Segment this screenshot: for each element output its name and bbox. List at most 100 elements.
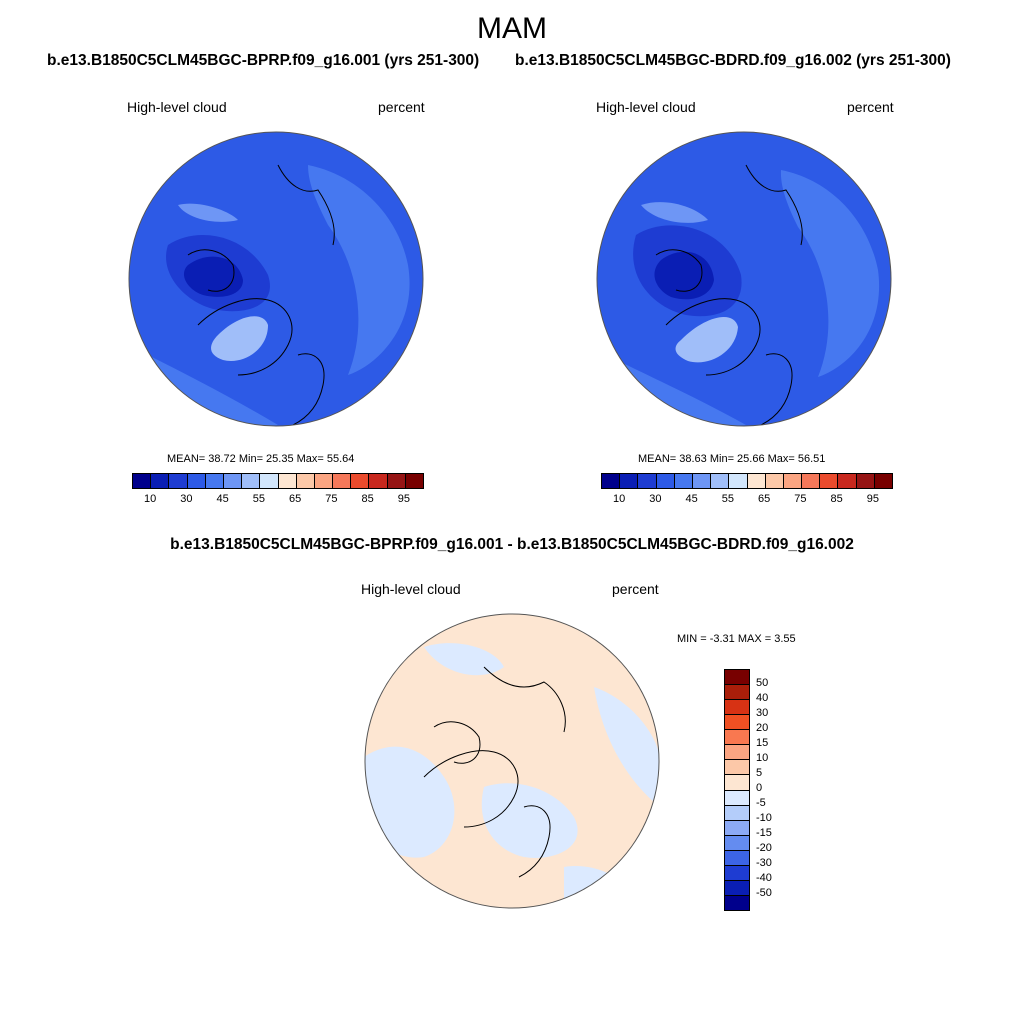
colorbar-swatch [278,474,297,488]
colorbar-swatch [351,474,370,488]
colorbar-tick-label: -30 [756,857,772,869]
colorbar-tick-label: 55 [252,493,265,505]
difference-negative-region-1 [365,746,455,858]
colorbar-swatch [314,474,334,488]
difference-colorbar [724,669,750,911]
colorbar-swatch [725,805,749,821]
panel2-variable-label: High-level cloud [596,99,696,115]
colorbar-swatch [729,474,748,488]
colorbar-tick-label: -40 [756,872,772,884]
colorbar-swatch [260,474,279,488]
panel2-pale-region-2 [641,202,708,223]
difference-polar-map [364,613,660,909]
panel1-variable-label: High-level cloud [127,99,227,115]
colorbar-swatch [223,474,243,488]
colorbar-swatch [725,865,749,881]
colorbar-swatch [765,474,784,488]
colorbar-swatch [187,474,206,488]
colorbar-swatch [725,790,749,806]
colorbar-swatch [725,850,749,866]
colorbar-tick-label: 65 [758,493,771,505]
panel1-polar-map [128,131,424,427]
colorbar-swatch [725,760,749,776]
panel2-light-region [780,170,880,377]
colorbar-tick-label: 40 [756,692,769,704]
difference-stats: MIN = -3.31 MAX = 3.55 [677,633,796,645]
colorbar-tick-label: 30 [649,493,662,505]
difference-variable-label: High-level cloud [361,581,461,597]
panel1-coastline [187,164,335,426]
colorbar-swatch [333,474,352,488]
colorbar-swatch [802,474,821,488]
colorbar-swatch [405,474,423,488]
colorbar-tick-label: 30 [180,493,193,505]
colorbar-swatch [725,730,749,746]
panel2-polar-map [596,131,892,427]
panel1-case-title: b.e13.B1850C5CLM45BGC-BPRP.f09_g16.001 (… [47,52,480,69]
panel2-colorbar [601,473,893,489]
colorbar-tick-label: 95 [397,493,410,505]
colorbar-tick-label: -20 [756,842,772,854]
panel2-units-label: percent [847,99,894,115]
colorbar-swatch [725,745,749,761]
colorbar-tick-label: 65 [289,493,302,505]
panel2-stats: MEAN= 38.63 Min= 25.66 Max= 56.51 [638,453,826,465]
colorbar-swatch [725,775,749,791]
colorbar-tick-label: 5 [756,767,763,779]
colorbar-swatch [205,474,224,488]
panel1-pale-region-2 [178,203,238,222]
colorbar-swatch [838,474,857,488]
panel1-colorbar [132,473,424,489]
colorbar-swatch [725,895,749,910]
colorbar-swatch [725,670,749,686]
colorbar-swatch [620,474,639,488]
colorbar-tick-label: 15 [756,737,769,749]
difference-units-label: percent [612,581,659,597]
colorbar-tick-label: -5 [756,797,766,809]
colorbar-tick-label: 85 [830,493,843,505]
difference-coastline [423,666,566,878]
panel1-pale-region [211,316,268,361]
colorbar-swatch [656,474,675,488]
colorbar-tick-label: 85 [361,493,374,505]
colorbar-swatch [747,474,766,488]
colorbar-tick-label: 75 [325,493,338,505]
colorbar-tick-label: 45 [685,493,698,505]
panel1-stats: MEAN= 38.72 Min= 25.35 Max= 55.64 [167,453,355,465]
colorbar-tick-label: 0 [756,782,763,794]
colorbar-tick-label: 95 [866,493,879,505]
colorbar-swatch [725,700,749,716]
colorbar-swatch [725,880,749,896]
colorbar-swatch [725,835,749,851]
colorbar-tick-label: 45 [216,493,229,505]
colorbar-swatch [602,474,621,488]
difference-negative-region-2 [481,783,578,858]
colorbar-swatch [874,474,892,488]
colorbar-swatch [638,474,657,488]
colorbar-swatch [151,474,170,488]
colorbar-swatch [296,474,315,488]
colorbar-tick-label: 75 [794,493,807,505]
season-title: MAM [477,12,547,45]
colorbar-swatch [692,474,712,488]
panel2-pale-region [675,317,738,363]
colorbar-swatch [711,474,730,488]
colorbar-tick-label: 10 [144,493,157,505]
panel1-units-label: percent [378,99,425,115]
difference-negative-region-3 [594,687,659,807]
colorbar-tick-label: 20 [756,722,769,734]
colorbar-swatch [242,474,261,488]
colorbar-tick-label: -10 [756,812,772,824]
difference-title: b.e13.B1850C5CLM45BGC-BPRP.f09_g16.001 -… [170,536,854,553]
colorbar-tick-label: -50 [756,887,772,899]
colorbar-swatch [820,474,839,488]
colorbar-swatch [783,474,803,488]
difference-negative-region-5 [564,866,634,908]
panel2-darker-region [654,251,714,300]
colorbar-swatch [133,474,152,488]
colorbar-swatch [725,715,749,731]
colorbar-swatch [725,685,749,701]
colorbar-tick-label: 55 [721,493,734,505]
colorbar-tick-label: 50 [756,677,769,689]
colorbar-swatch [725,820,749,836]
